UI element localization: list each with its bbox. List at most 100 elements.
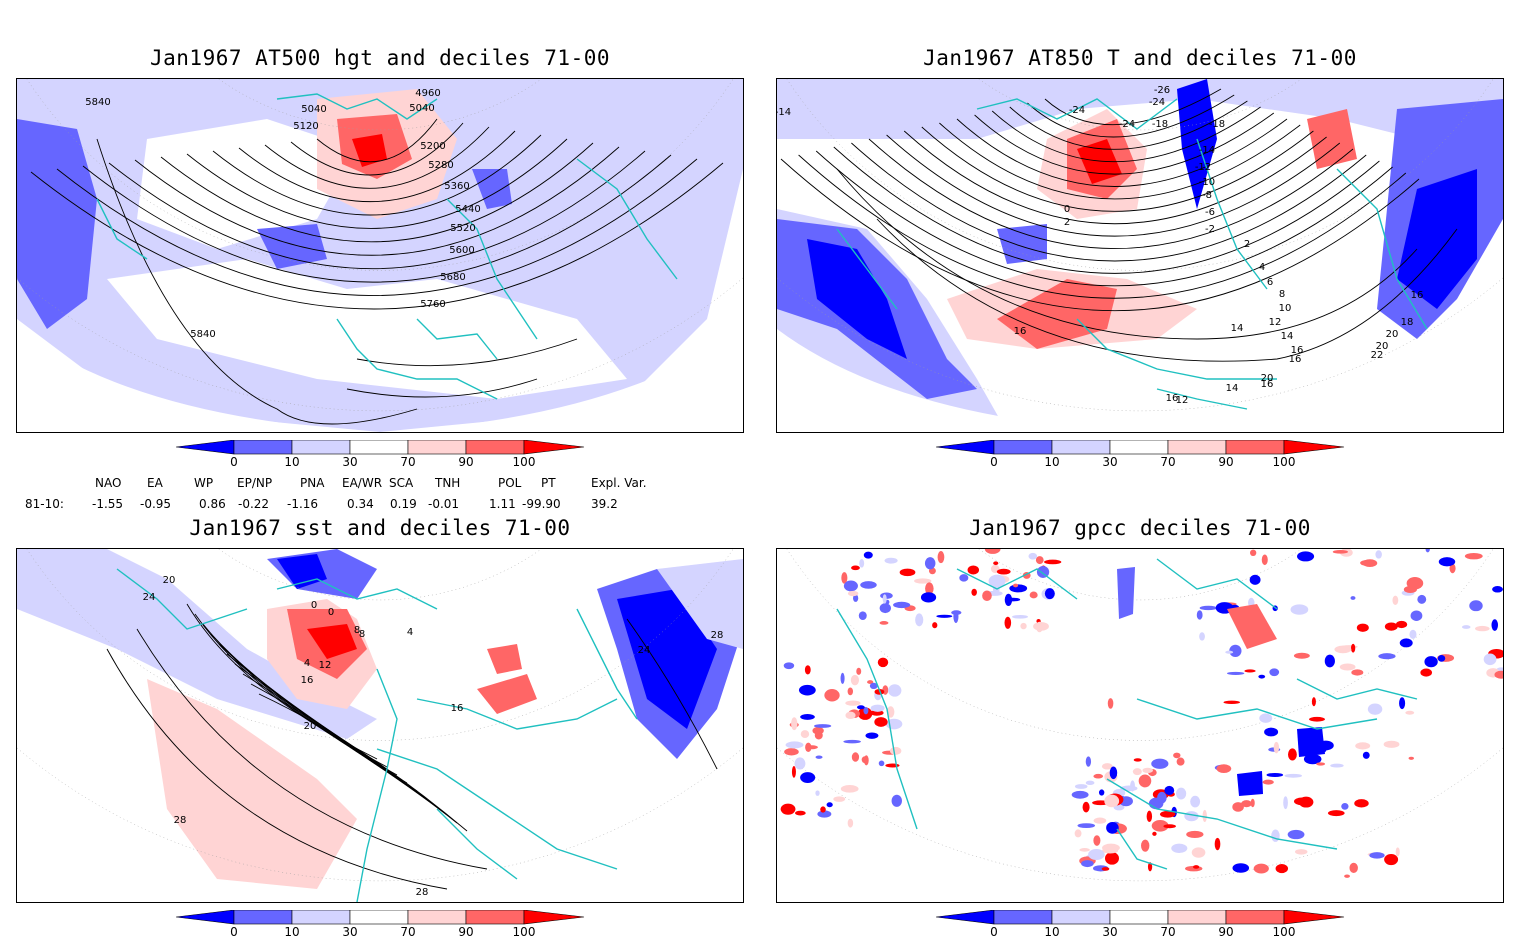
precip-decile-patch — [1293, 797, 1311, 806]
precip-decile-patch — [1375, 550, 1382, 559]
colorbar-segment — [1167, 909, 1227, 925]
precip-decile-patch — [1420, 668, 1433, 677]
precip-decile-patch — [1362, 751, 1370, 759]
contour-label: 8 — [1279, 289, 1285, 300]
precip-decile-patch — [1360, 559, 1376, 566]
teleconn-header-tnh: TNH — [435, 476, 461, 490]
contour-line — [798, 154, 1407, 299]
precip-decile-patch — [1085, 756, 1092, 767]
decile-region-high — [1227, 604, 1277, 649]
precip-decile-patch — [886, 706, 895, 718]
colorbar-segment — [291, 909, 351, 925]
teleconn-header-nao: NAO — [95, 476, 122, 490]
colorbar-segment — [233, 909, 293, 925]
contour-label: 20 — [304, 721, 317, 732]
map-gpcc — [776, 548, 1504, 903]
contour-label: 14 — [1226, 383, 1239, 394]
precip-decile-patch — [840, 672, 845, 685]
precip-decile-patch — [1449, 563, 1456, 574]
precip-decile-patch — [884, 557, 898, 564]
precip-decile-patch — [1101, 867, 1110, 871]
precip-decile-patch — [815, 755, 823, 759]
colorbar-tick-label: 0 — [990, 925, 998, 939]
precip-decile-patch — [814, 731, 823, 740]
precip-decile-patch — [805, 745, 818, 750]
coastline — [276, 93, 438, 120]
precip-decile-patch — [856, 667, 862, 675]
contour-label: 28 — [416, 887, 429, 898]
precip-decile-patch — [1275, 863, 1289, 874]
precip-decile-patch — [858, 611, 867, 620]
precip-decile-patch — [856, 705, 865, 710]
contour-label: -24 — [1119, 119, 1135, 130]
precip-decile-patch — [1341, 803, 1349, 810]
colorbar-segment — [1051, 909, 1111, 925]
coastline — [1106, 778, 1338, 850]
precip-decile-patch — [853, 594, 859, 602]
decile-region-highest — [352, 134, 387, 167]
precip-decile-patch — [1074, 829, 1082, 838]
contour-line — [258, 693, 468, 832]
precip-decile-patch — [1199, 632, 1205, 641]
contour-label: 16 — [451, 703, 464, 714]
precip-decile-patch — [1287, 829, 1305, 840]
precip-decile-patch — [1369, 852, 1385, 859]
precip-decile-patch — [1492, 586, 1503, 593]
precip-decile-patch — [932, 622, 938, 629]
precip-decile-patch — [1327, 810, 1345, 817]
precip-decile-patch — [1225, 650, 1234, 654]
teleconn-value-pt: -99.90 — [522, 497, 561, 511]
precip-decile-patch — [971, 588, 977, 596]
precip-decile-patch — [1020, 622, 1027, 630]
precip-decile-patch — [1157, 791, 1167, 804]
teleconn-header-pol: POL — [498, 476, 522, 490]
precip-decile-patch — [845, 700, 861, 706]
colorbar-tick-label: 0 — [230, 925, 238, 939]
contour-line — [780, 158, 1420, 311]
precip-decile-patch — [1339, 663, 1356, 671]
precip-decile-patch — [813, 724, 832, 728]
precip-decile-patch — [1171, 843, 1188, 854]
contour-label: -18 — [1209, 119, 1225, 130]
precip-decile-patch — [794, 757, 806, 770]
precip-decile-patch — [1012, 615, 1029, 619]
precip-decile-patch — [1262, 779, 1274, 785]
precip-decile-patch — [847, 590, 859, 597]
precip-decile-patch — [795, 810, 806, 816]
precip-decile-patch — [869, 682, 878, 690]
precip-decile-patch — [1005, 597, 1021, 602]
contour-label: 16 — [1166, 393, 1179, 404]
contour-line — [921, 126, 1314, 212]
contour-line — [974, 112, 1275, 175]
precip-decile-patch — [1350, 596, 1356, 600]
coastline — [956, 568, 1078, 600]
precip-decile-patch — [1216, 764, 1232, 773]
teleconn-value-wp: 0.86 — [199, 497, 226, 511]
globe-disk — [777, 549, 1503, 902]
teleconn-value-sca: 0.19 — [390, 497, 417, 511]
precip-decile-patch — [847, 687, 854, 696]
precip-decile-patch — [925, 582, 934, 595]
precip-decile-patch — [1384, 622, 1398, 631]
coastline — [1296, 678, 1418, 700]
decile-region-high — [1307, 109, 1357, 169]
precip-decile-patch — [820, 806, 826, 813]
precip-decile-patch — [988, 574, 1006, 588]
precip-decile-patch — [1191, 847, 1206, 858]
coastline — [576, 158, 678, 280]
precip-decile-patch — [1324, 654, 1335, 668]
coastline — [1156, 558, 1278, 610]
colorbar-segment — [993, 439, 1053, 455]
contour-line — [56, 158, 698, 296]
precip-decile-patch — [937, 551, 945, 564]
precip-decile-patch — [1250, 798, 1255, 808]
contour-label: 24 — [143, 592, 156, 603]
precip-decile-patch — [1232, 863, 1250, 873]
contour-label: 4 — [1259, 262, 1265, 273]
precip-decile-patch — [893, 601, 911, 609]
precip-decile-patch — [1088, 849, 1105, 860]
precip-decile-patch — [1303, 753, 1322, 765]
precip-decile-patch — [982, 590, 992, 601]
precip-decile-patch — [1098, 789, 1105, 796]
colorbar-segment — [1225, 439, 1285, 455]
